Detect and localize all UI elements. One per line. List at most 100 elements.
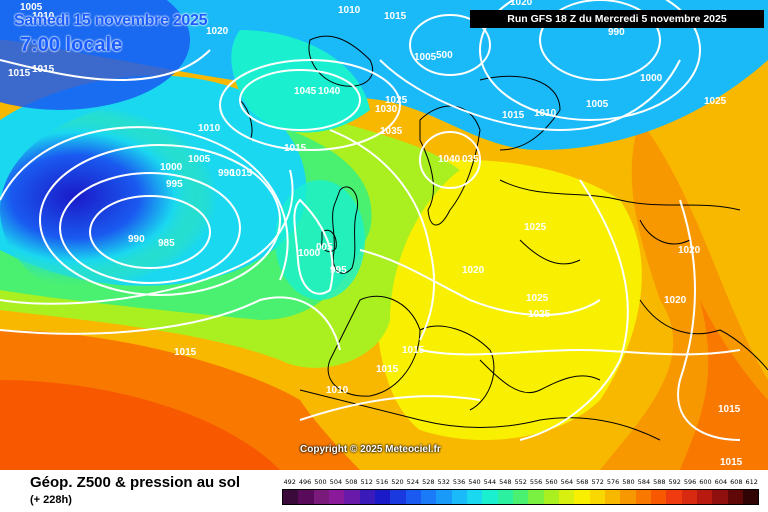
isobar-label: 1000 bbox=[640, 73, 663, 84]
uk-cutoff bbox=[275, 180, 365, 300]
scale-swatch bbox=[405, 490, 421, 504]
isobar-label: 1015 bbox=[384, 11, 407, 22]
scale-label: 512 bbox=[360, 478, 373, 486]
scale-label: 516 bbox=[375, 478, 389, 486]
iceland-tongue bbox=[231, 30, 370, 133]
scale-swatch bbox=[742, 490, 759, 504]
scale-swatch bbox=[696, 490, 713, 504]
scale-label: 608 bbox=[730, 478, 743, 486]
isobar-label: 1005 bbox=[586, 99, 609, 110]
isobar-label: 005 bbox=[316, 242, 333, 253]
isobar-label: 1025 bbox=[528, 309, 551, 320]
isobar-label: 1005 bbox=[20, 2, 43, 13]
scale-label: 584 bbox=[637, 478, 651, 486]
isobar-label: 1025 bbox=[385, 95, 408, 106]
isobar-label: 985 bbox=[158, 238, 175, 249]
isobar-label: 1010 bbox=[326, 385, 349, 396]
scale-label: 576 bbox=[606, 478, 620, 486]
scale-swatch bbox=[604, 490, 621, 504]
legend-subtitle: (+ 228h) bbox=[30, 494, 72, 506]
scale-label: 540 bbox=[468, 478, 481, 486]
isobar-label: 1030 bbox=[375, 104, 398, 115]
scale-label: 524 bbox=[406, 478, 420, 486]
scale-label: 556 bbox=[529, 478, 543, 486]
isobar-label: 1020 bbox=[462, 265, 485, 276]
northwest-low bbox=[0, 0, 190, 110]
color-scale-bar bbox=[282, 489, 760, 505]
scale-swatch bbox=[620, 490, 636, 504]
isobar-label: 1025 bbox=[526, 293, 549, 304]
scale-swatch bbox=[374, 490, 391, 504]
scale-label: 528 bbox=[422, 478, 435, 486]
isobar-label: 1010 bbox=[32, 11, 55, 22]
copyright-notice: Copyright © 2025 Meteociel.fr bbox=[300, 444, 441, 455]
isobar-label: 1025 bbox=[704, 96, 727, 107]
isobar-label: 1005 bbox=[188, 154, 211, 165]
scale-label: 568 bbox=[576, 478, 589, 486]
scale-swatch bbox=[390, 490, 406, 504]
scale-label: 564 bbox=[560, 478, 574, 486]
scale-swatch bbox=[451, 490, 467, 504]
scale-label: 592 bbox=[668, 478, 681, 486]
ridge-field bbox=[376, 160, 642, 440]
scale-label: 580 bbox=[622, 478, 635, 486]
scale-label: 536 bbox=[452, 478, 466, 486]
scale-label: 552 bbox=[514, 478, 527, 486]
scale-swatch bbox=[359, 490, 375, 504]
isobar-label: 1020 bbox=[206, 26, 229, 37]
scale-swatch bbox=[497, 490, 513, 504]
isobar-label: 1020 bbox=[664, 295, 687, 306]
scale-swatch bbox=[589, 490, 605, 504]
scale-swatch bbox=[512, 490, 529, 504]
legend-panel: Géop. Z500 & pression au sol (+ 228h) 49… bbox=[0, 470, 768, 512]
isobar-label: 1015 bbox=[284, 143, 307, 154]
scale-swatch bbox=[543, 490, 559, 504]
isobar-lines bbox=[0, 0, 741, 441]
forecast-map: 1005 1010 1020 1010 1015 1020 1015 1015 1005 500 9… bbox=[0, 0, 768, 470]
scale-label: 520 bbox=[391, 478, 404, 486]
color-scale-labels: 492 496 500 504 508 512 516 520 524 528 532 536 540 5… bbox=[282, 478, 759, 488]
run-info: Run GFS 18 Z du Mercredi 5 novembre 2025 bbox=[470, 10, 764, 28]
isobar-label: 1015 bbox=[230, 168, 253, 179]
isobar-label: 1020 bbox=[678, 245, 701, 256]
isobar-label: 995 bbox=[330, 265, 347, 276]
isobar-label: 1015 bbox=[402, 345, 425, 356]
isobar-label: 995 bbox=[166, 179, 183, 190]
isobar-label: 1025 bbox=[524, 222, 547, 233]
scale-label: 544 bbox=[483, 478, 497, 486]
scale-swatch bbox=[528, 490, 544, 504]
scale-label: 572 bbox=[591, 478, 604, 486]
norwegian-low bbox=[350, 0, 768, 160]
isobar-label: 1045 bbox=[294, 86, 317, 97]
isobar-label: 1010 bbox=[198, 123, 221, 134]
scale-label: 604 bbox=[714, 478, 728, 486]
isobar-label: 035 bbox=[462, 154, 479, 165]
scale-label: 492 bbox=[283, 478, 296, 486]
isobar-label: 1020 bbox=[510, 0, 533, 8]
scale-swatch bbox=[666, 490, 682, 504]
forecast-date: Samedi 15 novembre 2025 bbox=[14, 12, 208, 29]
scale-swatch bbox=[313, 490, 329, 504]
isobar-label: 1010 bbox=[534, 108, 557, 119]
isobar-label: 1010 bbox=[338, 5, 361, 16]
isobar-label: 1040 bbox=[318, 86, 341, 97]
scale-label: 588 bbox=[653, 478, 666, 486]
scale-swatch bbox=[328, 490, 345, 504]
scale-label: 560 bbox=[545, 478, 558, 486]
isobar-label: 1000 bbox=[160, 162, 183, 173]
scale-swatch bbox=[681, 490, 697, 504]
scale-label: 600 bbox=[699, 478, 712, 486]
isobar-label: 990 bbox=[128, 234, 145, 245]
isobar-label: 1015 bbox=[174, 347, 197, 358]
scale-label: 596 bbox=[683, 478, 697, 486]
forecast-time: 7:00 locale bbox=[20, 34, 123, 56]
scale-label: 504 bbox=[329, 478, 343, 486]
isobar-label: 990 bbox=[608, 27, 625, 38]
scale-swatch bbox=[650, 490, 667, 504]
scale-swatch bbox=[558, 490, 575, 504]
isobar-label: 990 bbox=[218, 168, 235, 179]
scale-swatch bbox=[482, 490, 498, 504]
